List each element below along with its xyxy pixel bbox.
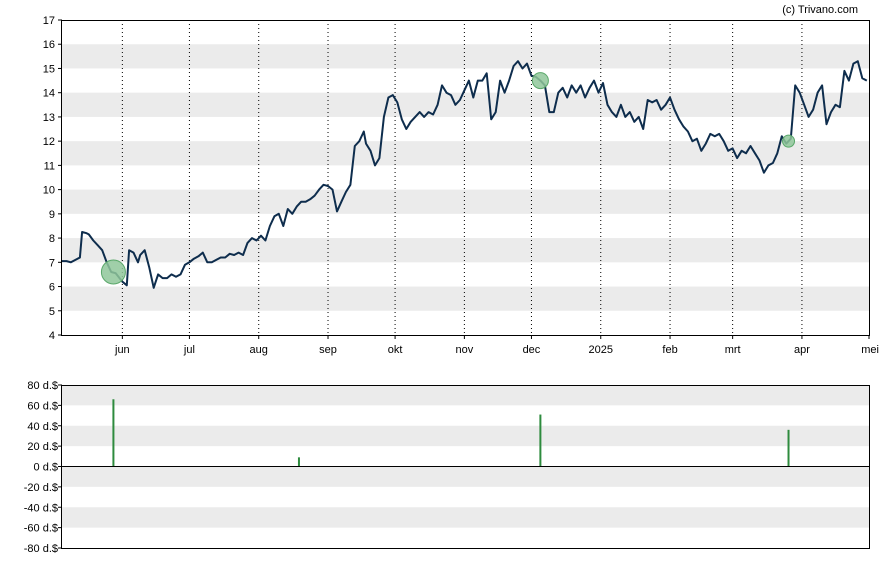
- dividend-marker: [531, 72, 549, 90]
- x-tick-label: sep: [319, 344, 337, 356]
- price-chart-frame: [61, 20, 870, 336]
- x-tick-label: nov: [456, 344, 474, 356]
- price-band: [62, 238, 869, 263]
- volume-bars: [112, 399, 790, 467]
- volume-y-tick-label: 40 d.$: [27, 421, 58, 433]
- dividend-markers: [100, 72, 796, 285]
- volume-y-tick-label: 80 d.$: [27, 380, 58, 392]
- volume-y-tick-label: -80 d.$: [24, 543, 58, 555]
- price-chart-bands: [62, 44, 869, 311]
- y-tick-label: 14: [43, 88, 55, 100]
- y-tick-label: 8: [49, 233, 55, 245]
- volume-y-tick-label: 20 d.$: [27, 441, 58, 453]
- dividend-marker: [782, 134, 796, 148]
- x-tick-label: 2025: [589, 344, 613, 356]
- y-tick-label: 5: [49, 306, 55, 318]
- volume-y-tick-label: 60 d.$: [27, 400, 58, 412]
- y-tick-label: 17: [43, 15, 55, 27]
- price-band: [62, 141, 869, 166]
- volume-chart-bands: [62, 385, 869, 528]
- price-line-group: [62, 60, 868, 289]
- x-tick-label: jul: [183, 344, 195, 356]
- volume-bar: [539, 414, 542, 467]
- price-band: [62, 92, 869, 117]
- x-tick-label: jun: [114, 344, 130, 356]
- y-tick-label: 11: [44, 160, 55, 172]
- volume-band: [62, 385, 869, 406]
- y-tick-label: 16: [43, 39, 55, 51]
- dividend-marker: [100, 259, 126, 285]
- volume-y-tick-label: 0 d.$: [34, 462, 58, 474]
- x-tick-label: dec: [523, 344, 541, 356]
- y-tick-label: 6: [49, 282, 55, 294]
- price-line: [62, 60, 868, 289]
- x-tick-label: feb: [662, 344, 677, 356]
- x-tick-label: apr: [794, 344, 810, 356]
- price-band: [62, 189, 869, 214]
- y-tick-label: 9: [49, 209, 55, 221]
- chart-credit: (c) Trivano.com: [782, 4, 858, 16]
- y-tick-label: 4: [49, 330, 55, 342]
- volume-bar: [297, 457, 300, 467]
- volume-y-tick-label: -60 d.$: [24, 523, 58, 535]
- x-tick-label: okt: [388, 344, 403, 356]
- x-tick-label: mei: [861, 344, 879, 356]
- price-band: [62, 44, 869, 69]
- y-tick-label: 10: [43, 185, 55, 197]
- volume-bar: [112, 399, 115, 467]
- y-tick-label: 7: [49, 257, 55, 269]
- price-chart-gridlines: [121, 20, 803, 335]
- volume-bar: [787, 429, 790, 467]
- volume-y-tick-label: -40 d.$: [24, 502, 58, 514]
- x-tick-label: aug: [250, 344, 268, 356]
- price-y-axis: 4 5 6 7 8 9 10 11 12 13 14 15 16 17: [43, 15, 62, 342]
- x-tick-label: mrt: [725, 344, 741, 356]
- y-tick-label: 12: [43, 136, 55, 148]
- volume-y-tick-label: -20 d.$: [24, 482, 58, 494]
- price-band: [62, 286, 869, 311]
- y-tick-label: 15: [43, 63, 55, 75]
- volume-band: [62, 425, 869, 447]
- volume-y-axis: 80 d.$ 60 d.$ 40 d.$ 20 d.$ 0 d.$ -20 d.$ -40 …: [24, 380, 62, 555]
- volume-band: [62, 466, 869, 487]
- volume-chart-frame: [61, 385, 870, 549]
- volume-band: [62, 507, 869, 528]
- price-x-axis: jun jul aug sep okt nov dec 2025 feb mrt apr mei: [114, 335, 879, 356]
- y-tick-label: 13: [43, 112, 55, 124]
